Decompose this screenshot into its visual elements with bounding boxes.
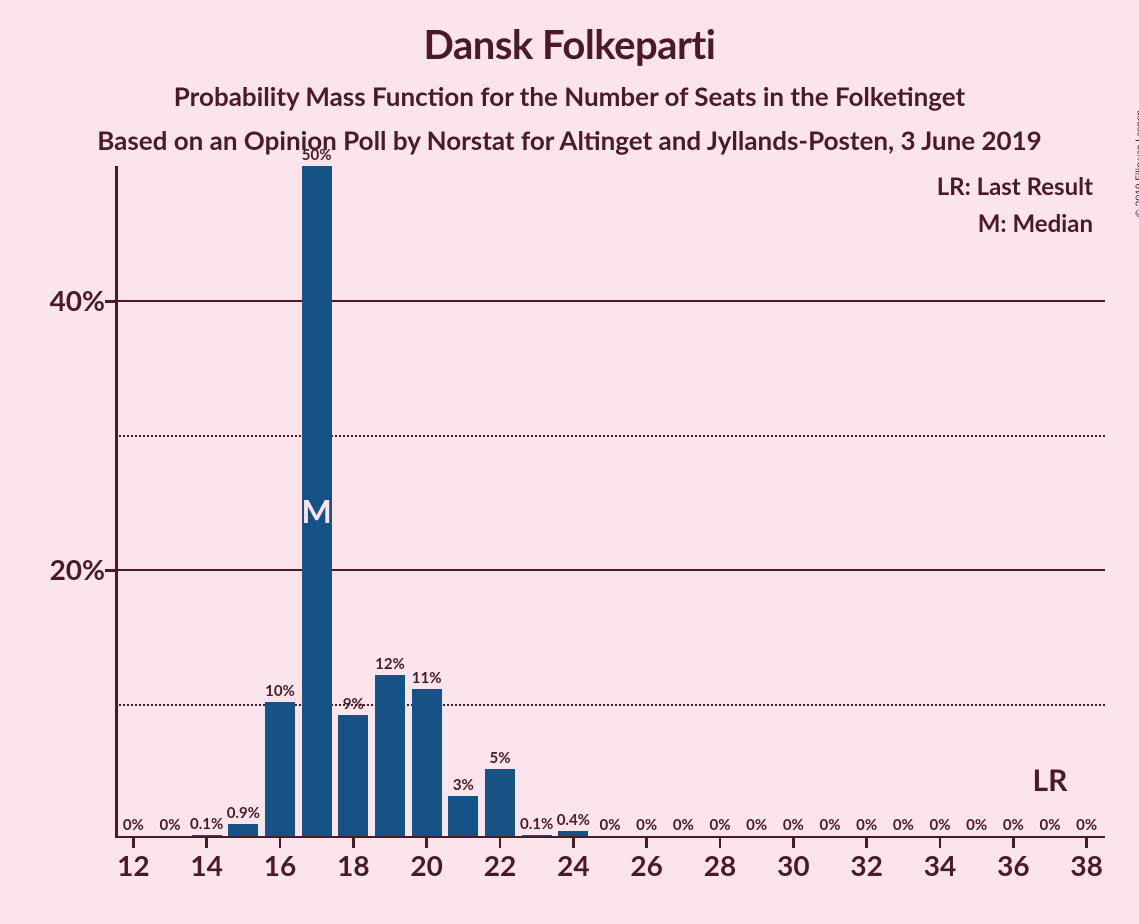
x-axis-line <box>115 836 1105 839</box>
bar-value-label: 0% <box>160 816 181 834</box>
bar-value-label: 0% <box>930 816 951 834</box>
x-axis-label: 24 <box>557 848 589 882</box>
bar-value-label: 0% <box>710 816 731 834</box>
bar-value-label: 11% <box>412 669 442 687</box>
bar-value-label: 0% <box>1076 816 1097 834</box>
gridline <box>115 704 1105 706</box>
bar <box>192 835 222 836</box>
x-axis-label: 30 <box>777 848 809 882</box>
gridline <box>115 569 1105 571</box>
x-tick-mark <box>425 838 428 848</box>
bar-value-label: 9% <box>343 695 364 713</box>
chart-legend: LR: Last Result M: Median <box>937 172 1093 246</box>
x-axis-label: 36 <box>997 848 1029 882</box>
x-axis-label: 28 <box>704 848 736 882</box>
y-axis-label: 20% <box>5 552 105 586</box>
bar-value-label: 0% <box>783 816 804 834</box>
bar-value-label: 0% <box>1003 816 1024 834</box>
bar-value-label: 0% <box>966 816 987 834</box>
bar-value-label: 0.4% <box>557 811 590 829</box>
copyright-text: © 2019 Filip van Laenen <box>1133 110 1139 217</box>
x-tick-mark <box>132 838 135 848</box>
x-axis-label: 20 <box>410 848 442 882</box>
y-tick-mark <box>105 569 115 572</box>
bar <box>522 835 552 836</box>
bar <box>338 715 368 836</box>
bar-value-label: 0% <box>856 816 877 834</box>
median-marker: M <box>302 491 332 530</box>
bar-value-label: 0.1% <box>520 815 553 833</box>
x-tick-mark <box>352 838 355 848</box>
chart-title: Dansk Folkeparti <box>0 0 1139 68</box>
x-axis-label: 38 <box>1070 848 1102 882</box>
bar-value-label: 0% <box>673 816 694 834</box>
y-axis-label: 40% <box>5 283 105 317</box>
x-axis-label: 32 <box>850 848 882 882</box>
bar <box>448 796 478 836</box>
gridline <box>115 300 1105 302</box>
bar-value-label: 10% <box>265 682 295 700</box>
bar-value-label: 0% <box>820 816 841 834</box>
bar-value-label: 0% <box>893 816 914 834</box>
x-axis-label: 22 <box>484 848 516 882</box>
chart-subtitle-1: Probability Mass Function for the Number… <box>0 68 1139 112</box>
bar <box>265 702 295 836</box>
bar <box>375 675 405 836</box>
x-axis-label: 34 <box>924 848 956 882</box>
chart-subtitle-2: Based on an Opinion Poll by Norstat for … <box>0 112 1139 156</box>
bar-value-label: 0.9% <box>227 804 260 822</box>
legend-m: M: Median <box>937 209 1093 238</box>
x-tick-mark <box>572 838 575 848</box>
bar <box>228 824 258 836</box>
last-result-marker: LR <box>1033 762 1068 798</box>
x-axis-label: 16 <box>264 848 296 882</box>
bar-value-label: 0% <box>600 816 621 834</box>
x-tick-mark <box>792 838 795 848</box>
bar-value-label: 12% <box>375 655 405 673</box>
x-tick-mark <box>939 838 942 848</box>
gridline <box>115 435 1105 437</box>
x-tick-mark <box>1085 838 1088 848</box>
bar-value-label: 5% <box>490 749 511 767</box>
x-axis-label: 26 <box>630 848 662 882</box>
bar-value-label: 3% <box>453 776 474 794</box>
x-axis-label: 12 <box>117 848 149 882</box>
bar <box>412 689 442 836</box>
x-tick-mark <box>865 838 868 848</box>
x-tick-mark <box>499 838 502 848</box>
bar-value-label: 0% <box>746 816 767 834</box>
bar-value-label: 0% <box>123 816 144 834</box>
bar-value-label: 0% <box>636 816 657 834</box>
bar <box>485 769 515 836</box>
chart-plot-area: LR: Last Result M: Median 20%40%12141618… <box>115 166 1105 838</box>
x-tick-mark <box>205 838 208 848</box>
x-tick-mark <box>1012 838 1015 848</box>
x-tick-mark <box>279 838 282 848</box>
x-tick-mark <box>645 838 648 848</box>
y-axis-line <box>115 166 118 838</box>
bar-value-label: 0.1% <box>190 815 223 833</box>
x-axis-label: 18 <box>337 848 369 882</box>
bar <box>558 831 588 836</box>
bar-value-label: 50% <box>302 146 332 164</box>
y-tick-mark <box>105 300 115 303</box>
x-axis-label: 14 <box>190 848 222 882</box>
x-tick-mark <box>719 838 722 848</box>
legend-lr: LR: Last Result <box>937 172 1093 201</box>
bar-value-label: 0% <box>1040 816 1061 834</box>
